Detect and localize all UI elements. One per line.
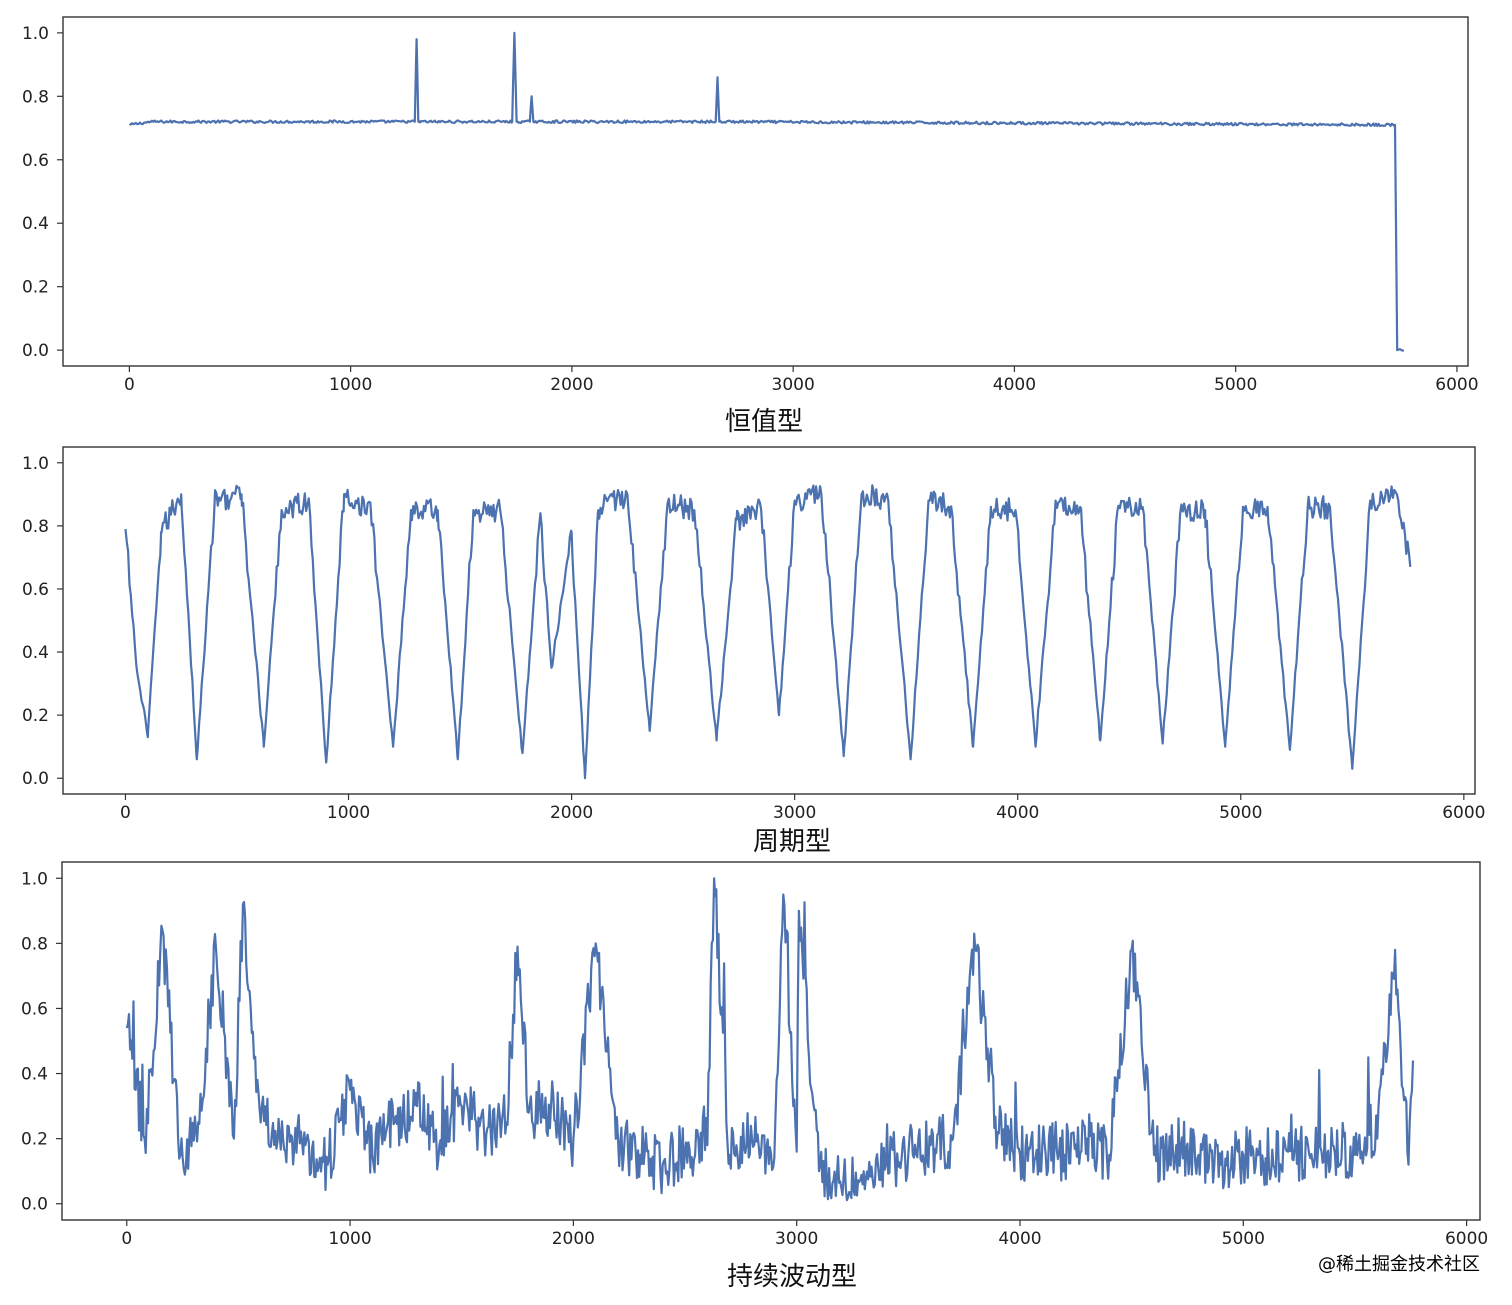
x-tick-label: 4000 (993, 375, 1036, 395)
x-tick-label: 2000 (550, 803, 593, 823)
x-tick-label: 5000 (1214, 375, 1257, 395)
x-axis-label: 恒值型 (725, 407, 803, 437)
y-tick-label: 1.0 (22, 24, 49, 44)
x-tick-label: 3000 (773, 803, 816, 823)
x-tick-label: 6000 (1435, 375, 1478, 395)
x-tick-label: 2000 (552, 1229, 595, 1249)
series-line (125, 877, 1415, 1202)
x-tick-label: 4000 (998, 1229, 1041, 1249)
chart-panel-periodic: 周期型 0 1000 2000 3000 4000 5000 6000 0.0 0.2 0.4 0.… (22, 446, 1485, 857)
y-tick-label: 0.8 (21, 934, 48, 954)
x-tick-label: 2000 (550, 375, 593, 395)
axes-frame (61, 861, 1481, 1221)
y-tick-label: 0.4 (22, 643, 49, 663)
y-tick-label: 0.4 (21, 1065, 48, 1085)
watermark: @稀土掘金技术社区 (1318, 1254, 1480, 1275)
y-tick-label: 0.6 (21, 999, 48, 1019)
series-line (129, 31, 1405, 352)
axes-frame (62, 16, 1469, 367)
x-axis-label: 持续波动型 (727, 1262, 857, 1292)
chart-panel-constant: 恒值型 0 1000 2000 3000 4000 5000 6000 0.0 0.2 0.4 0.… (22, 16, 1479, 437)
y-tick-label: 0.8 (22, 87, 49, 107)
x-tick-label: 0 (120, 803, 131, 823)
y-tick-label: 0.4 (22, 214, 49, 234)
x-tick-label: 1000 (327, 803, 370, 823)
y-tick-label: 0.6 (22, 580, 49, 600)
x-tick-label: 3000 (775, 1229, 818, 1249)
y-tick-label: 0.2 (21, 1130, 48, 1150)
y-tick-label: 0.0 (22, 341, 49, 361)
y-tick-label: 0.0 (22, 769, 49, 789)
y-tick-label: 0.8 (22, 517, 49, 537)
x-tick-label: 6000 (1442, 803, 1485, 823)
x-tick-label: 4000 (996, 803, 1039, 823)
x-tick-label: 0 (121, 1229, 132, 1249)
x-tick-label: 5000 (1219, 803, 1262, 823)
axes-frame (62, 446, 1476, 795)
x-axis-label: 周期型 (753, 827, 831, 857)
series-line (124, 484, 1412, 780)
x-tick-label: 3000 (772, 375, 815, 395)
x-tick-label: 1000 (329, 375, 372, 395)
y-tick-label: 0.0 (21, 1195, 48, 1215)
y-tick-label: 1.0 (21, 869, 48, 889)
x-tick-label: 0 (124, 375, 135, 395)
y-tick-label: 1.0 (22, 454, 49, 474)
x-tick-label: 5000 (1222, 1229, 1265, 1249)
y-tick-label: 0.2 (22, 278, 49, 298)
x-tick-label: 6000 (1445, 1229, 1488, 1249)
x-tick-label: 1000 (328, 1229, 371, 1249)
y-tick-label: 0.6 (22, 151, 49, 171)
chart-panel-fluctuating: 持续波动型 0 1000 2000 3000 4000 5000 6000 0.0 0.2 0.4… (21, 861, 1488, 1292)
y-tick-label: 0.2 (22, 706, 49, 726)
